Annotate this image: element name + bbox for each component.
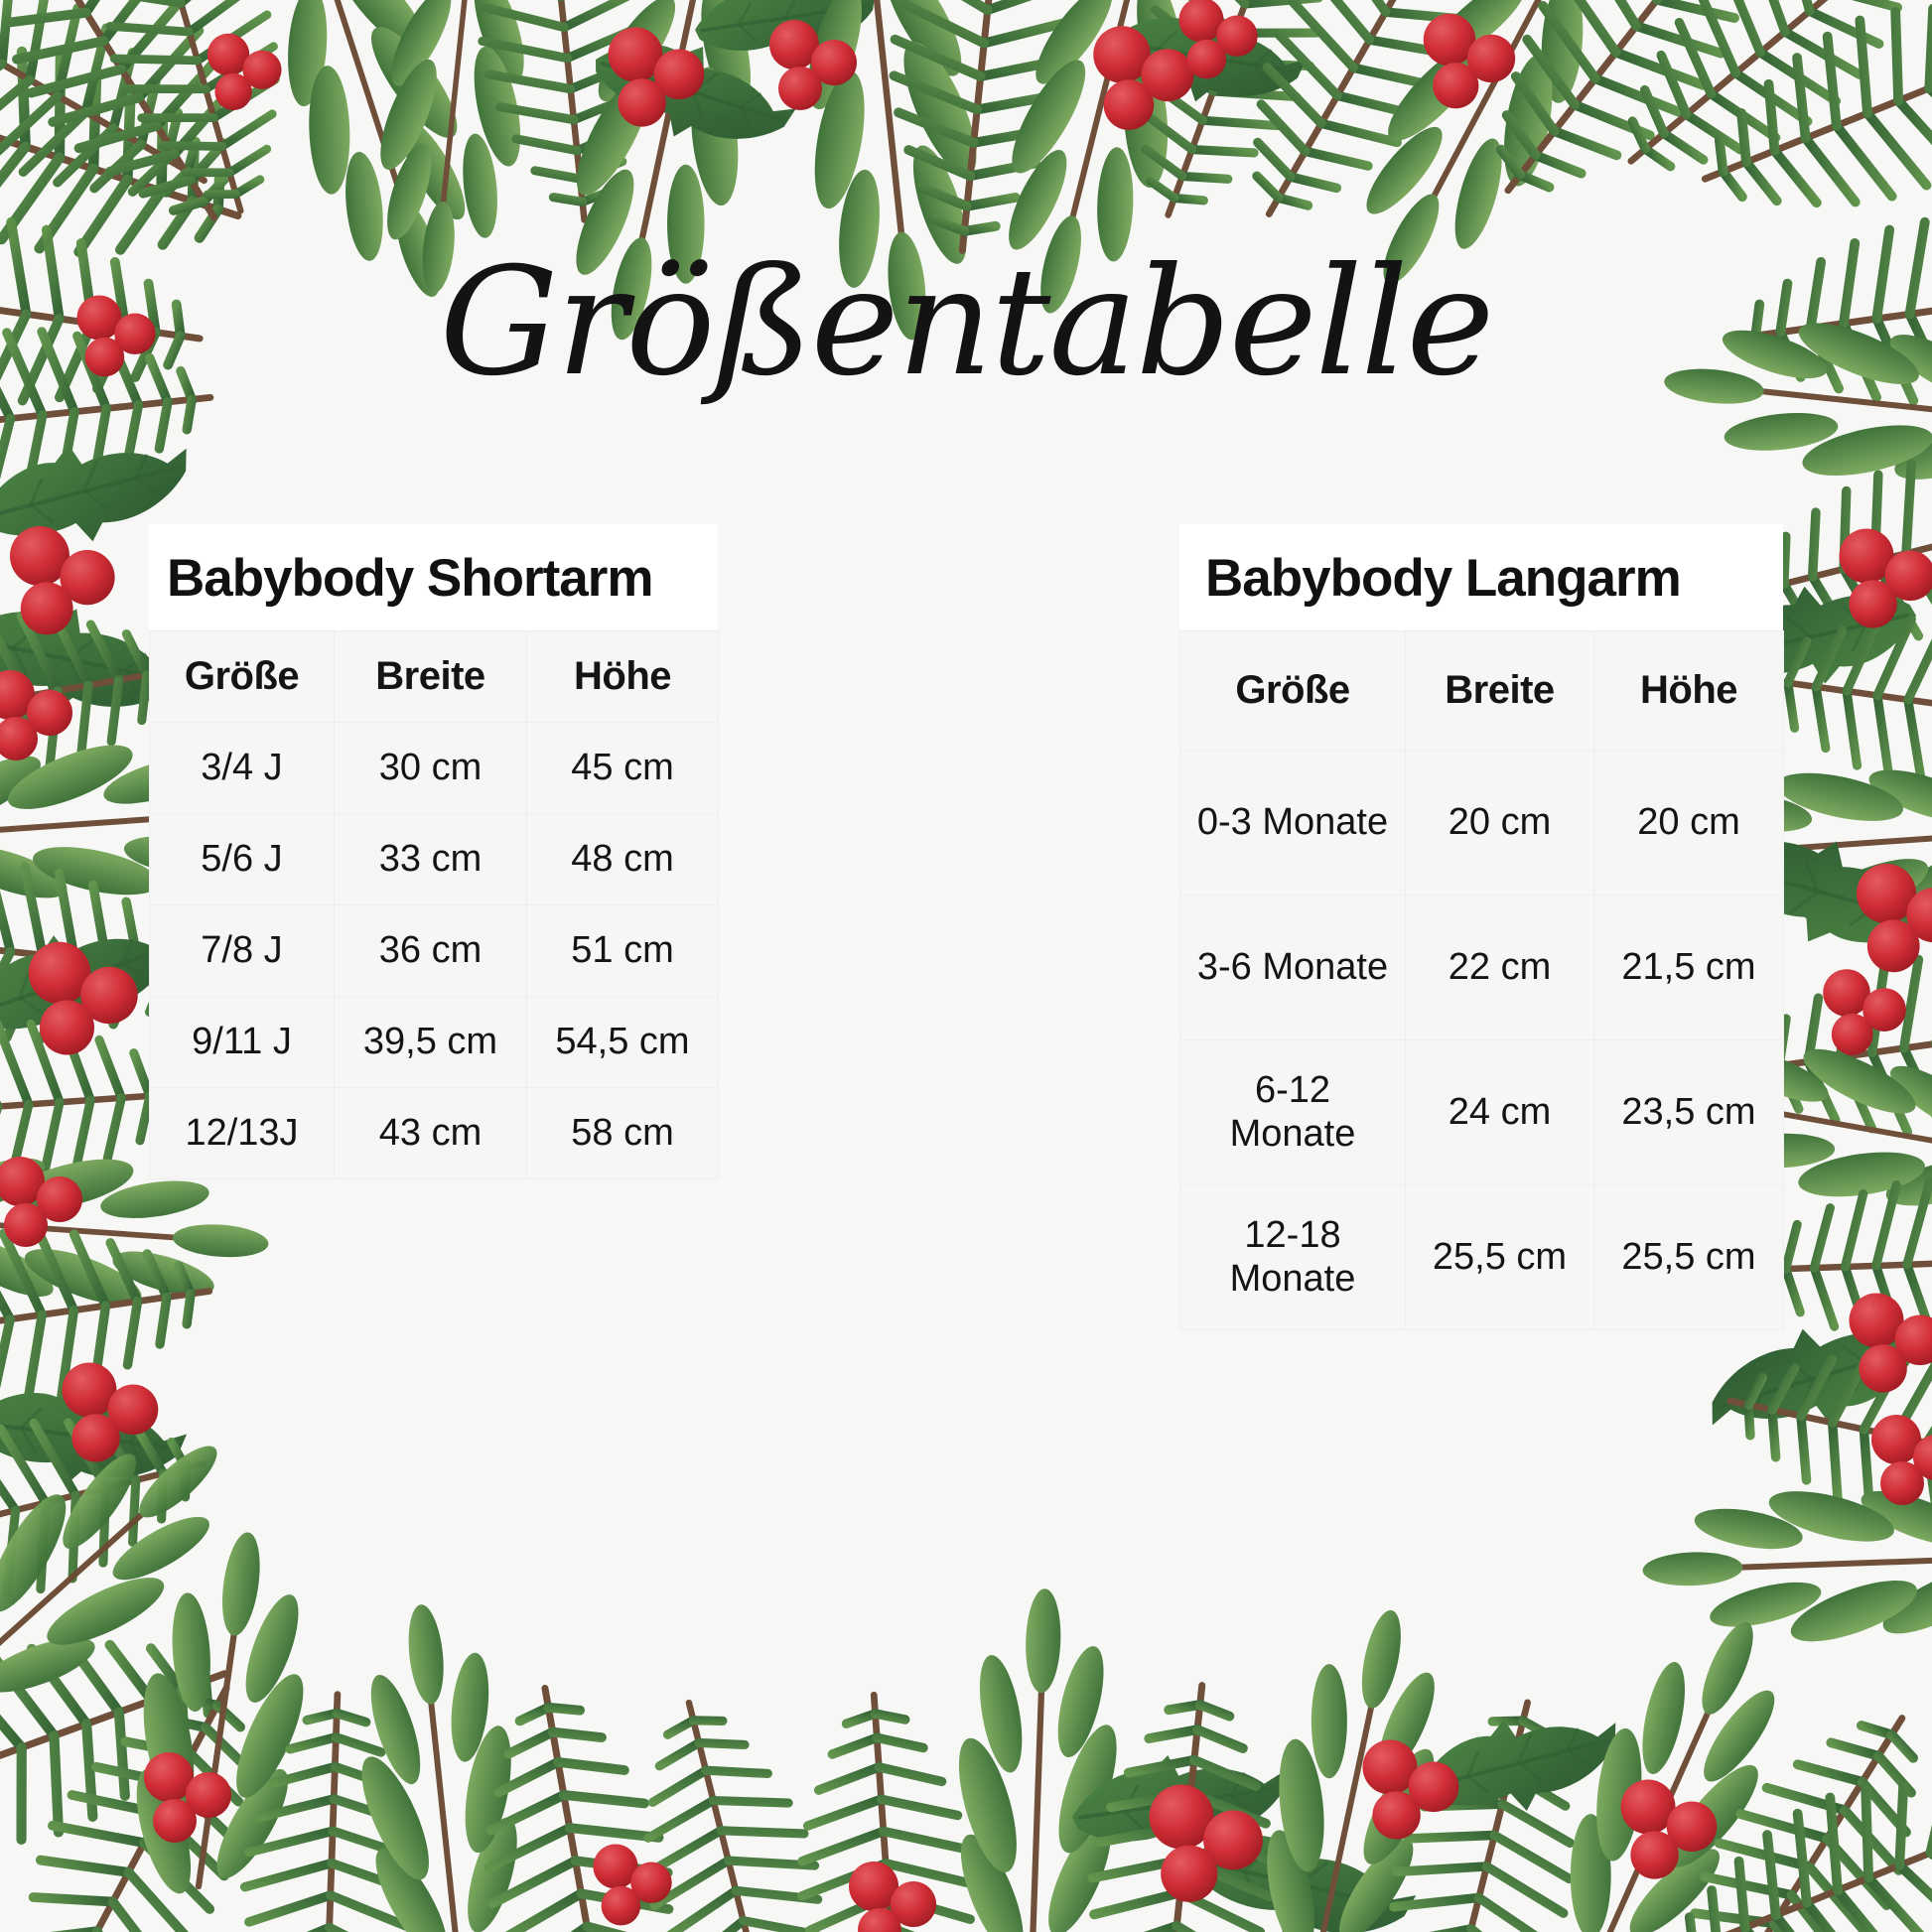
- cell-size: 3-6 Monate: [1179, 895, 1406, 1040]
- cell-height: 48 cm: [526, 813, 719, 905]
- column-header-breite: Breite: [1405, 630, 1594, 751]
- page-title: Größentabelle: [439, 236, 1495, 409]
- table-row: 0-3 Monate 20 cm 20 cm: [1179, 750, 1784, 896]
- size-table-shortarm: Größe Breite Höhe 3/4 J 30 cm 45 cm 5/6 …: [149, 630, 719, 1179]
- cell-width: 22 cm: [1405, 895, 1594, 1040]
- cell-width: 43 cm: [334, 1087, 527, 1179]
- table-row: 9/11 J 39,5 cm 54,5 cm: [149, 996, 719, 1088]
- table-row: 3/4 J 30 cm 45 cm: [149, 722, 719, 814]
- cell-height: 25,5 cm: [1593, 1184, 1784, 1330]
- table-row: 12/13J 43 cm 58 cm: [149, 1087, 719, 1179]
- size-tables-container: Babybody Shortarm Größe Breite Höhe 3/4 …: [149, 524, 1784, 1330]
- cell-width: 36 cm: [334, 904, 527, 997]
- cell-width: 20 cm: [1405, 750, 1594, 896]
- cell-width: 24 cm: [1405, 1039, 1594, 1185]
- cell-size: 9/11 J: [149, 996, 335, 1088]
- column-header-hoehe: Höhe: [1593, 630, 1784, 751]
- table-panel-shortarm: Babybody Shortarm Größe Breite Höhe 3/4 …: [149, 524, 719, 1179]
- cell-width: 25,5 cm: [1405, 1184, 1594, 1330]
- table-row: 3-6 Monate 22 cm 21,5 cm: [1179, 895, 1784, 1040]
- column-header-breite: Breite: [334, 630, 527, 723]
- column-header-hoehe: Höhe: [526, 630, 719, 723]
- table-row: 7/8 J 36 cm 51 cm: [149, 904, 719, 997]
- cell-width: 30 cm: [334, 722, 527, 814]
- cell-height: 20 cm: [1593, 750, 1784, 896]
- table-row: 12-18 Monate 25,5 cm 25,5 cm: [1179, 1184, 1784, 1330]
- table-panel-langarm: Babybody Langarm Größe Breite Höhe 0-3 M…: [1179, 524, 1784, 1330]
- cell-size: 5/6 J: [149, 813, 335, 905]
- cell-size: 3/4 J: [149, 722, 335, 814]
- cell-height: 21,5 cm: [1593, 895, 1784, 1040]
- size-table-langarm: Größe Breite Höhe 0-3 Monate 20 cm 20 cm…: [1179, 630, 1784, 1330]
- cell-size: 0-3 Monate: [1179, 750, 1406, 896]
- cell-height: 54,5 cm: [526, 996, 719, 1088]
- cell-size: 12-18 Monate: [1179, 1184, 1406, 1330]
- table-row: 5/6 J 33 cm 48 cm: [149, 813, 719, 905]
- column-header-groesse: Größe: [149, 630, 335, 723]
- cell-height: 45 cm: [526, 722, 719, 814]
- table-row: 6-12 Monate 24 cm 23,5 cm: [1179, 1039, 1784, 1185]
- table-header-row: Größe Breite Höhe: [1179, 630, 1784, 751]
- cell-size: 7/8 J: [149, 904, 335, 997]
- table-title-langarm: Babybody Langarm: [1179, 524, 1783, 630]
- cell-height: 58 cm: [526, 1087, 719, 1179]
- cell-width: 33 cm: [334, 813, 527, 905]
- cell-height: 51 cm: [526, 904, 719, 997]
- table-header-row: Größe Breite Höhe: [149, 630, 719, 723]
- column-header-groesse: Größe: [1179, 630, 1406, 751]
- cell-width: 39,5 cm: [334, 996, 527, 1088]
- cell-size: 6-12 Monate: [1179, 1039, 1406, 1185]
- cell-size: 12/13J: [149, 1087, 335, 1179]
- table-title-shortarm: Babybody Shortarm: [149, 524, 718, 630]
- cell-height: 23,5 cm: [1593, 1039, 1784, 1185]
